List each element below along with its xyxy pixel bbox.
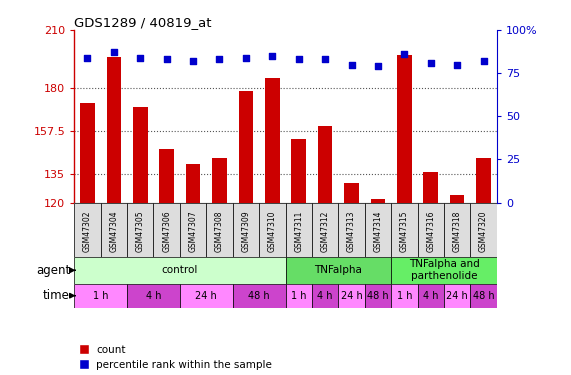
Bar — [344, 183, 359, 203]
Bar — [239, 92, 253, 202]
Text: 1 h: 1 h — [93, 291, 108, 301]
Text: GDS1289 / 40819_at: GDS1289 / 40819_at — [74, 16, 212, 29]
Bar — [212, 158, 227, 203]
Point — [109, 50, 118, 55]
Point — [373, 63, 383, 69]
Bar — [444, 202, 471, 257]
Bar — [391, 202, 417, 257]
Text: GSM47313: GSM47313 — [347, 211, 356, 252]
Text: 24 h: 24 h — [195, 291, 217, 301]
Point — [347, 62, 356, 68]
Bar — [127, 284, 180, 308]
Bar — [371, 199, 385, 202]
Bar — [233, 202, 259, 257]
Bar — [180, 202, 206, 257]
Bar — [100, 202, 127, 257]
Bar — [476, 158, 491, 203]
Bar — [312, 284, 338, 308]
Point — [268, 53, 277, 59]
Point — [294, 56, 303, 62]
Bar — [365, 202, 391, 257]
Text: GSM47320: GSM47320 — [479, 211, 488, 252]
Text: 1 h: 1 h — [291, 291, 307, 301]
Bar — [338, 202, 365, 257]
Bar — [444, 284, 471, 308]
Legend: count, percentile rank within the sample: count, percentile rank within the sample — [79, 345, 272, 370]
Text: 24 h: 24 h — [341, 291, 363, 301]
Text: GSM47310: GSM47310 — [268, 211, 277, 252]
Text: GSM47315: GSM47315 — [400, 211, 409, 252]
Text: control: control — [162, 265, 198, 275]
Text: GSM47318: GSM47318 — [453, 211, 462, 252]
Point — [136, 55, 145, 61]
Point — [188, 58, 198, 64]
Text: 4 h: 4 h — [146, 291, 161, 301]
Text: 48 h: 48 h — [367, 291, 389, 301]
Bar — [133, 106, 147, 202]
Bar — [159, 149, 174, 202]
Point — [426, 60, 435, 66]
Bar — [233, 284, 286, 308]
Bar — [391, 284, 417, 308]
Bar — [286, 284, 312, 308]
Bar — [180, 284, 233, 308]
Bar — [318, 126, 332, 202]
Text: 1 h: 1 h — [397, 291, 412, 301]
Text: time: time — [43, 289, 70, 302]
Bar — [80, 103, 95, 202]
Point — [215, 56, 224, 62]
Bar — [154, 202, 180, 257]
Point — [479, 58, 488, 64]
Text: TNFalpha: TNFalpha — [315, 265, 362, 275]
Bar — [74, 284, 127, 308]
Text: GSM47306: GSM47306 — [162, 211, 171, 252]
Bar — [338, 284, 365, 308]
Bar — [291, 139, 306, 202]
Point — [83, 55, 92, 61]
Text: GSM47312: GSM47312 — [320, 211, 329, 252]
Point — [162, 56, 171, 62]
Bar — [417, 202, 444, 257]
Text: GSM47305: GSM47305 — [136, 211, 145, 252]
Text: GSM47316: GSM47316 — [426, 211, 435, 252]
Text: GSM47307: GSM47307 — [188, 211, 198, 252]
Point — [242, 55, 251, 61]
Text: agent: agent — [36, 264, 70, 277]
Bar — [286, 202, 312, 257]
Bar — [265, 78, 280, 203]
Text: 4 h: 4 h — [423, 291, 439, 301]
Text: TNFalpha and
parthenolide: TNFalpha and parthenolide — [409, 260, 479, 281]
Point — [400, 51, 409, 57]
Text: GSM47308: GSM47308 — [215, 211, 224, 252]
Text: 24 h: 24 h — [447, 291, 468, 301]
Bar — [186, 164, 200, 202]
Bar — [74, 257, 286, 284]
Point — [320, 56, 329, 62]
Bar — [365, 284, 391, 308]
Bar — [312, 202, 338, 257]
Bar — [424, 172, 438, 202]
Bar — [450, 195, 464, 202]
Bar — [206, 202, 233, 257]
Bar — [127, 202, 154, 257]
Text: 4 h: 4 h — [317, 291, 333, 301]
Bar — [391, 257, 497, 284]
Text: GSM47302: GSM47302 — [83, 211, 92, 252]
Bar — [286, 257, 391, 284]
Bar — [417, 284, 444, 308]
Bar — [74, 202, 100, 257]
Bar — [259, 202, 286, 257]
Text: GSM47311: GSM47311 — [294, 211, 303, 252]
Bar — [107, 57, 121, 202]
Text: GSM47304: GSM47304 — [109, 211, 118, 252]
Point — [453, 62, 462, 68]
Text: 48 h: 48 h — [473, 291, 494, 301]
Bar — [471, 202, 497, 257]
Bar — [471, 284, 497, 308]
Text: GSM47309: GSM47309 — [242, 211, 251, 252]
Bar — [397, 55, 412, 202]
Text: GSM47314: GSM47314 — [373, 211, 383, 252]
Text: 48 h: 48 h — [248, 291, 270, 301]
